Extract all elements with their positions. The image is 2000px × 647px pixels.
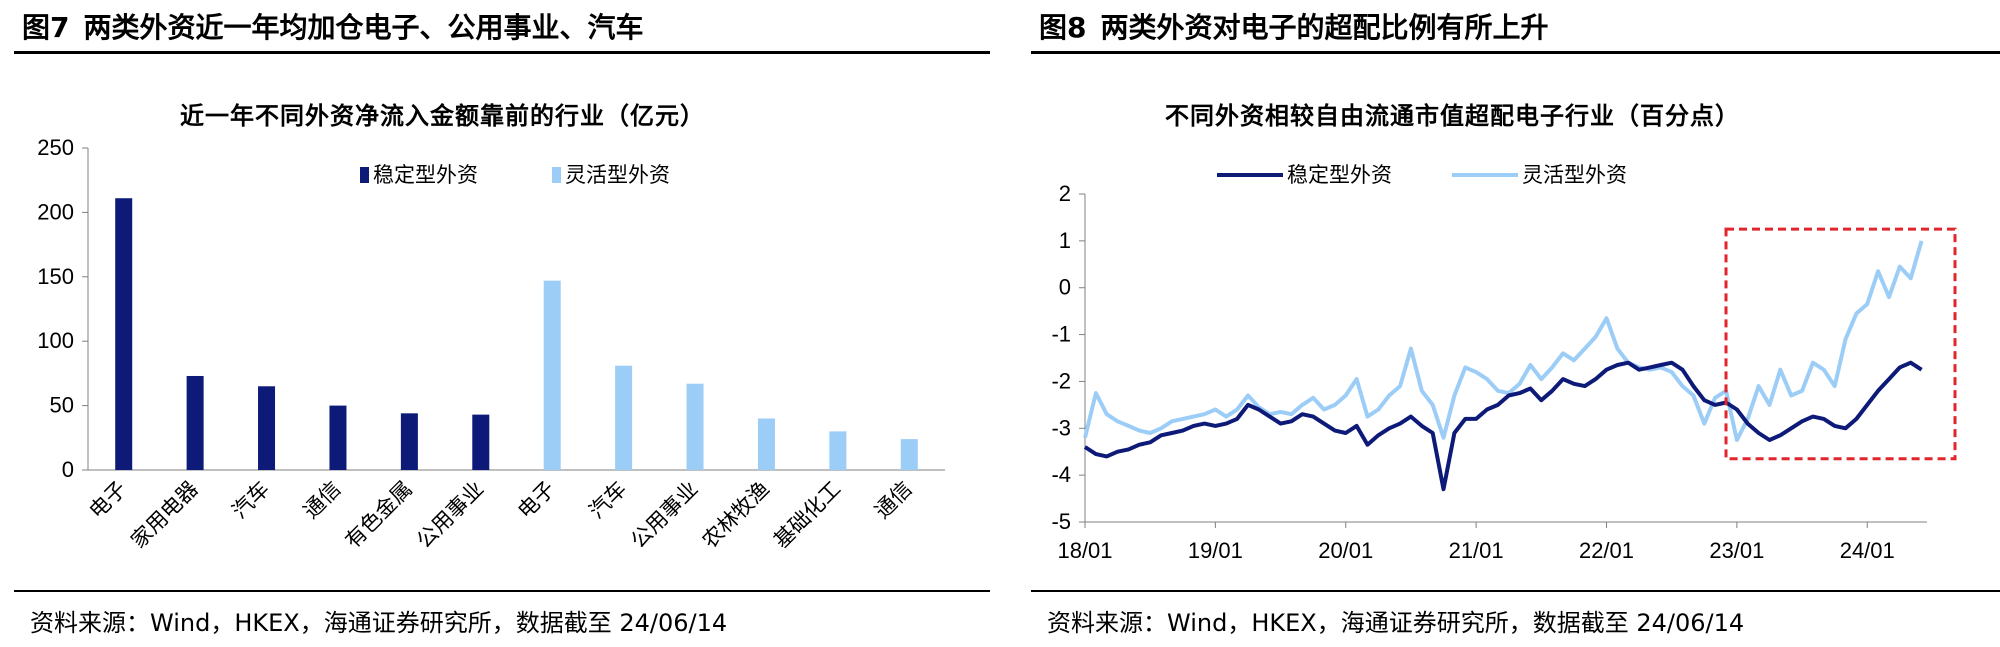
bar-y-tick-label: 150 [37,264,74,289]
series-line-flexible [1083,240,1924,442]
bar-category-label: 农林牧渔 [698,477,774,553]
series-line-stable [1083,360,1923,492]
bar [686,383,704,470]
legend-label: 稳定型外资 [1287,163,1392,187]
bar-category-label: 有色金属 [341,477,417,553]
highlight-box [1724,227,1957,461]
line-y-tick-label: -4 [1051,462,1071,487]
legend-label: 灵活型外资 [1522,163,1627,187]
legend-label: 灵活型外资 [565,163,670,187]
bar-y-tick-label: 0 [62,457,74,482]
figure-8-number: 图8 [1039,11,1087,44]
figure-7-heading: 两类外资近一年均加仓电子、公用事业、汽车 [83,11,644,44]
line-x-tick-label: 22/01 [1579,538,1634,563]
figure-7-source: 资料来源：Wind，HKEX，海通证券研究所，数据截至 24/06/14 [30,609,728,637]
bar [615,365,633,470]
figure-8-bottom-rule [1031,590,2000,592]
line-x-tick-label: 24/01 [1840,538,1895,563]
bar-category-label: 基础化工 [769,477,845,553]
figure-8-panel: 图8 两类外资对电子的超配比例有所上升 不同外资相较自由流通市值超配电子行业（百分… [1017,0,2000,647]
bar [329,405,347,470]
bar [900,439,918,470]
bar [829,431,847,470]
line-y-tick-label: 1 [1059,228,1071,253]
line-y-tick-label: 2 [1059,181,1071,206]
bar-y-tick-label: 50 [50,393,74,418]
bar-category-label: 公用事业 [626,477,702,553]
bar-chart-title: 近一年不同外资净流入金额靠前的行业（亿元） [180,102,705,130]
bar-category-label: 电子 [513,477,560,524]
line-x-tick-label: 23/01 [1709,538,1764,563]
line-x-tick-label: 20/01 [1318,538,1373,563]
figure-8-title: 图8 两类外资对电子的超配比例有所上升 [1039,6,1549,46]
line-y-tick-label: -3 [1051,415,1071,440]
figure-7-panel: 图7 两类外资近一年均加仓电子、公用事业、汽车 近一年不同外资净流入金额靠前的行业… [0,0,990,647]
bar-category-label: 通信 [870,477,917,524]
line-x-tick-label: 18/01 [1057,538,1112,563]
figure-7-number: 图7 [22,11,70,44]
legend-label: 稳定型外资 [373,163,478,187]
bar-category-label: 通信 [299,477,346,524]
bar-category-label: 电子 [85,477,132,524]
line-y-tick-label: -1 [1051,322,1071,347]
line-y-tick-label: -2 [1051,368,1071,393]
bar-y-tick-label: 100 [37,328,74,353]
bar-category-label: 公用事业 [412,477,488,553]
bar-category-label: 汽车 [584,477,631,524]
bar-y-tick-label: 250 [37,135,74,160]
line-y-tick-label: 0 [1059,275,1071,300]
bar-category-label: 家用电器 [126,477,202,553]
figure-8-source: 资料来源：Wind，HKEX，海通证券研究所，数据截至 24/06/14 [1047,609,1745,637]
figure-8-top-rule [1031,51,2000,54]
legend-swatch [552,167,561,183]
figure-7-bottom-rule [14,590,990,592]
bar [115,198,133,470]
line-chart-title: 不同外资相较自由流通市值超配电子行业（百分点） [1165,102,1740,130]
legend-swatch [360,167,369,183]
line-chart: 2 1 0 -1 -2 -3 -4 -5 18/01 19/01 20/01 21/01 22/01 23… [1051,163,1957,563]
figure-7-title: 图7 两类外资近一年均加仓电子、公用事业、汽车 [22,6,644,46]
bar-category-label: 汽车 [227,477,274,524]
bar [472,414,490,470]
bar [258,386,276,470]
line-x-tick-label: 21/01 [1449,538,1504,563]
line-y-tick-label: -5 [1051,509,1071,534]
bar [757,418,775,470]
bar-y-tick-label: 200 [37,199,74,224]
figure-7-top-rule [14,51,990,54]
figure-8-heading: 两类外资对电子的超配比例有所上升 [1100,11,1549,44]
line-x-tick-label: 19/01 [1188,538,1243,563]
bar [186,375,204,470]
bar [400,413,418,470]
bar [543,280,561,470]
